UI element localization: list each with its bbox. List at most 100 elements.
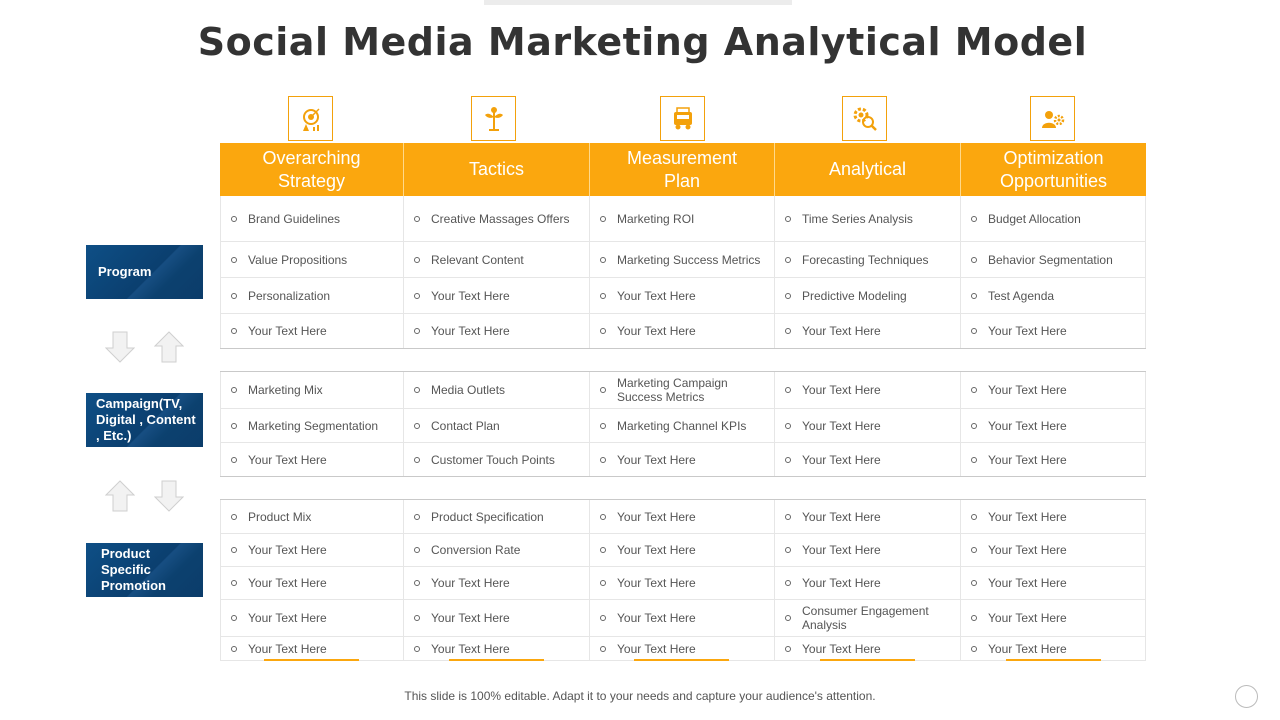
header-measurement-plan: Measurement Plan — [590, 143, 775, 196]
table-cell: Time Series Analysis — [775, 196, 961, 241]
table-cell: Your Text Here — [404, 600, 590, 636]
bullet-icon — [785, 422, 791, 429]
bullet-icon — [785, 456, 791, 463]
bullet-icon — [414, 215, 420, 222]
table-cell: Your Text Here — [220, 534, 404, 566]
section-label-campaign: Campaign(TV, Digital , Content , Etc.) — [86, 393, 203, 447]
bullet-icon — [971, 513, 977, 520]
table-cell: Behavior Segmentation — [961, 242, 1146, 277]
table-cell: Budget Allocation — [961, 196, 1146, 241]
table-cell: Your Text Here — [590, 314, 775, 348]
bullet-icon — [785, 645, 791, 652]
table-cell: Your Text Here — [961, 500, 1146, 533]
bullet-icon — [785, 256, 791, 263]
table-cell: Your Text Here — [775, 567, 961, 599]
table-cell: Your Text Here — [590, 278, 775, 313]
bullet-icon — [785, 580, 791, 586]
bullet-icon — [971, 615, 977, 621]
table-cell: Your Text Here — [961, 314, 1146, 348]
plant-icon — [471, 96, 516, 141]
bullet-icon — [600, 292, 606, 299]
table-cell: Marketing Campaign Success Metrics — [590, 372, 775, 408]
table-cell: Your Text Here — [590, 500, 775, 533]
table-cell: Your Text Here — [775, 409, 961, 442]
bullet-icon — [971, 292, 977, 299]
bullet-icon — [414, 328, 420, 334]
bullet-icon — [231, 292, 237, 299]
table-cell: Marketing ROI — [590, 196, 775, 241]
top-bar — [484, 0, 792, 5]
table-cell: Creative Massages Offers — [404, 196, 590, 241]
bullet-icon — [971, 215, 977, 222]
bullet-icon — [231, 645, 237, 652]
section-divider — [220, 348, 1146, 372]
bullet-icon — [414, 645, 420, 652]
bullet-icon — [600, 547, 606, 553]
bullet-icon — [600, 645, 606, 652]
table-cell: Your Text Here — [404, 567, 590, 599]
table-row: Your Text Here Your Text Here Your Text … — [220, 600, 1146, 637]
column-underline — [449, 659, 544, 661]
table-cell: Contact Plan — [404, 409, 590, 442]
table-cell: Personalization — [220, 278, 404, 313]
table-cell: Your Text Here — [590, 600, 775, 636]
bullet-icon — [414, 456, 420, 463]
table-cell: Marketing Success Metrics — [590, 242, 775, 277]
table-cell: Your Text Here — [404, 278, 590, 313]
table-cell: Your Text Here — [404, 637, 590, 660]
footer-note: This slide is 100% editable. Adapt it to… — [404, 689, 876, 703]
table-cell: Predictive Modeling — [775, 278, 961, 313]
bullet-icon — [971, 328, 977, 334]
table-cell: Your Text Here — [775, 372, 961, 408]
analytical-model-table: Brand Guidelines Creative Massages Offer… — [220, 196, 1146, 661]
table-cell: Your Text Here — [404, 314, 590, 348]
table-row: Your Text Here Customer Touch Points You… — [220, 443, 1146, 476]
table-cell: Your Text Here — [961, 372, 1146, 408]
bullet-icon — [414, 292, 420, 299]
table-cell: Marketing Segmentation — [220, 409, 404, 442]
table-cell: Forecasting Techniques — [775, 242, 961, 277]
bullet-icon — [600, 456, 606, 463]
table-cell: Conversion Rate — [404, 534, 590, 566]
table-cell: Value Propositions — [220, 242, 404, 277]
table-cell: Media Outlets — [404, 372, 590, 408]
bullet-icon — [600, 328, 606, 334]
table-cell: Product Mix — [220, 500, 404, 533]
target-icon — [288, 96, 333, 141]
table-cell: Your Text Here — [220, 600, 404, 636]
bullet-icon — [785, 328, 791, 334]
table-cell: Relevant Content — [404, 242, 590, 277]
bullet-icon — [414, 513, 420, 520]
bullet-icon — [414, 580, 420, 586]
circle-icon — [1235, 685, 1258, 708]
arrow-up-icon — [154, 331, 184, 363]
header-overarching-strategy: Overarching Strategy — [220, 143, 404, 196]
bullet-icon — [600, 256, 606, 263]
table-row: Product Mix Product Specification Your T… — [220, 500, 1146, 534]
bullet-icon — [231, 215, 237, 222]
bullet-icon — [231, 422, 237, 429]
table-cell: Your Text Here — [961, 534, 1146, 566]
bullet-icon — [600, 215, 606, 222]
table-row: Value Propositions Relevant Content Mark… — [220, 242, 1146, 278]
table-cell: Marketing Mix — [220, 372, 404, 408]
bullet-icon — [785, 547, 791, 553]
table-cell: Your Text Here — [220, 314, 404, 348]
header-tactics: Tactics — [404, 143, 590, 196]
bullet-icon — [785, 387, 791, 393]
bullet-icon — [600, 615, 606, 621]
bullet-icon — [600, 422, 606, 429]
table-cell: Your Text Here — [590, 534, 775, 566]
bullet-icon — [785, 615, 791, 621]
table-header: Overarching Strategy Tactics Measurement… — [220, 143, 1146, 196]
table-row: Marketing Segmentation Contact Plan Mark… — [220, 409, 1146, 443]
bullet-icon — [231, 547, 237, 553]
bullet-icon — [231, 580, 237, 586]
header-analytical: Analytical — [775, 143, 961, 196]
section-label-program: Program — [86, 245, 203, 299]
table-cell: Your Text Here — [220, 567, 404, 599]
table-row: Your Text Here Conversion Rate Your Text… — [220, 534, 1146, 567]
arrow-down-icon — [154, 480, 184, 512]
truck-icon — [660, 96, 705, 141]
table-cell: Your Text Here — [220, 443, 404, 476]
